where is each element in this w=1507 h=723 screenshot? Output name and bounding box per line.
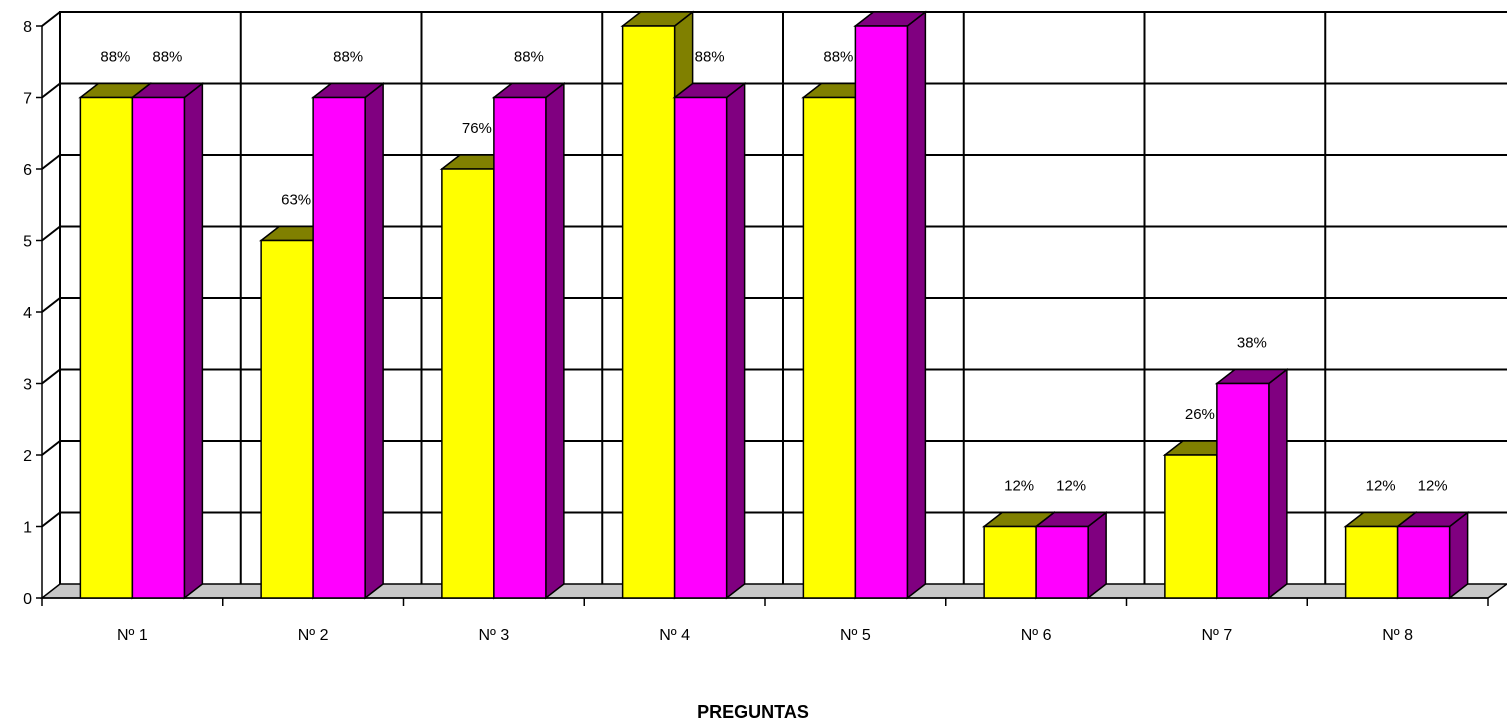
bar-front: [854, 25, 909, 599]
bar-front: [493, 96, 547, 599]
data-label: 12%: [1056, 478, 1086, 495]
bar-front: [1216, 382, 1270, 599]
data-label: 63%: [281, 192, 311, 209]
gridline-side: [41, 82, 61, 99]
x-tick-label: Nº 2: [298, 627, 329, 644]
y-tick-label: 8: [23, 19, 32, 36]
bar-side: [1268, 367, 1288, 600]
data-label: 12%: [1418, 478, 1448, 495]
data-label: 76%: [462, 120, 492, 137]
gridline-side: [41, 297, 61, 313]
gridline-side: [41, 511, 61, 528]
bar-front: [1035, 525, 1089, 599]
gridline-side: [41, 440, 61, 456]
data-label: 26%: [1185, 406, 1215, 423]
data-label: 38%: [1237, 335, 1267, 352]
bar-side: [906, 10, 927, 600]
bar-side: [725, 81, 746, 600]
bar: [310, 81, 386, 600]
bar: [1214, 367, 1290, 600]
y-tick-label: 2: [23, 448, 32, 465]
y-tick-label: 7: [23, 91, 32, 108]
y-tick-label: 6: [23, 162, 32, 179]
bar-front: [621, 25, 676, 599]
bar-side: [364, 81, 384, 600]
x-tick-label: Nº 1: [117, 627, 148, 644]
bar: [672, 81, 747, 600]
gridline-side: [41, 154, 61, 170]
bar-side: [545, 81, 565, 600]
data-label: 88%: [823, 49, 853, 66]
data-labels: 88%88%63%88%76%88%100%88%88%100%12%12%26…: [100, 49, 1448, 495]
x-tick-label: Nº 7: [1202, 627, 1233, 644]
x-tick-label: Nº 8: [1382, 627, 1413, 644]
x-tick-label: Nº 4: [659, 627, 690, 644]
x-tick-label: Nº 3: [479, 627, 510, 644]
gridline-side: [41, 225, 61, 242]
y-tick-label: 4: [23, 305, 32, 322]
data-label: 88%: [100, 49, 130, 66]
bar-front: [1164, 454, 1218, 599]
bar: [491, 81, 567, 600]
data-label: 88%: [514, 49, 544, 66]
bar-front: [441, 168, 495, 599]
bar-front: [983, 525, 1037, 599]
bars: [78, 10, 1470, 600]
x-axis-title: PREGUNTAS: [697, 702, 809, 722]
data-label: 88%: [695, 49, 725, 66]
bar: [853, 10, 928, 600]
gridline-side: [41, 368, 61, 385]
bar-front: [1396, 525, 1451, 599]
x-axis: Nº 1 Nº 2 Nº 3 Nº 4 Nº 5 Nº 6 Nº 7 Nº 8: [41, 597, 1489, 644]
bar-side: [183, 81, 204, 600]
y-tick-label: 3: [23, 377, 32, 394]
bar-front: [673, 96, 728, 599]
y-axis: 0 1 2 3 4 5 6 7 8: [23, 19, 43, 608]
bar-front: [802, 96, 857, 599]
bar-front: [260, 239, 314, 599]
x-tick-label: Nº 5: [840, 627, 871, 644]
bar: [1395, 510, 1470, 600]
bar: [130, 81, 205, 600]
gridline-side: [41, 11, 61, 27]
bar-front: [79, 96, 134, 599]
data-label: 88%: [152, 49, 182, 66]
bar-front: [1344, 525, 1399, 599]
data-label: 12%: [1004, 478, 1034, 495]
y-tick-label: 5: [23, 234, 32, 251]
bar: [1033, 510, 1109, 600]
data-label: 12%: [1366, 478, 1396, 495]
data-label: 88%: [333, 49, 363, 66]
bar-front: [131, 96, 186, 599]
x-tick-label: Nº 6: [1021, 627, 1052, 644]
y-tick-label: 1: [23, 520, 32, 537]
bar-front: [312, 96, 366, 599]
y-tick-label: 0: [23, 591, 32, 608]
